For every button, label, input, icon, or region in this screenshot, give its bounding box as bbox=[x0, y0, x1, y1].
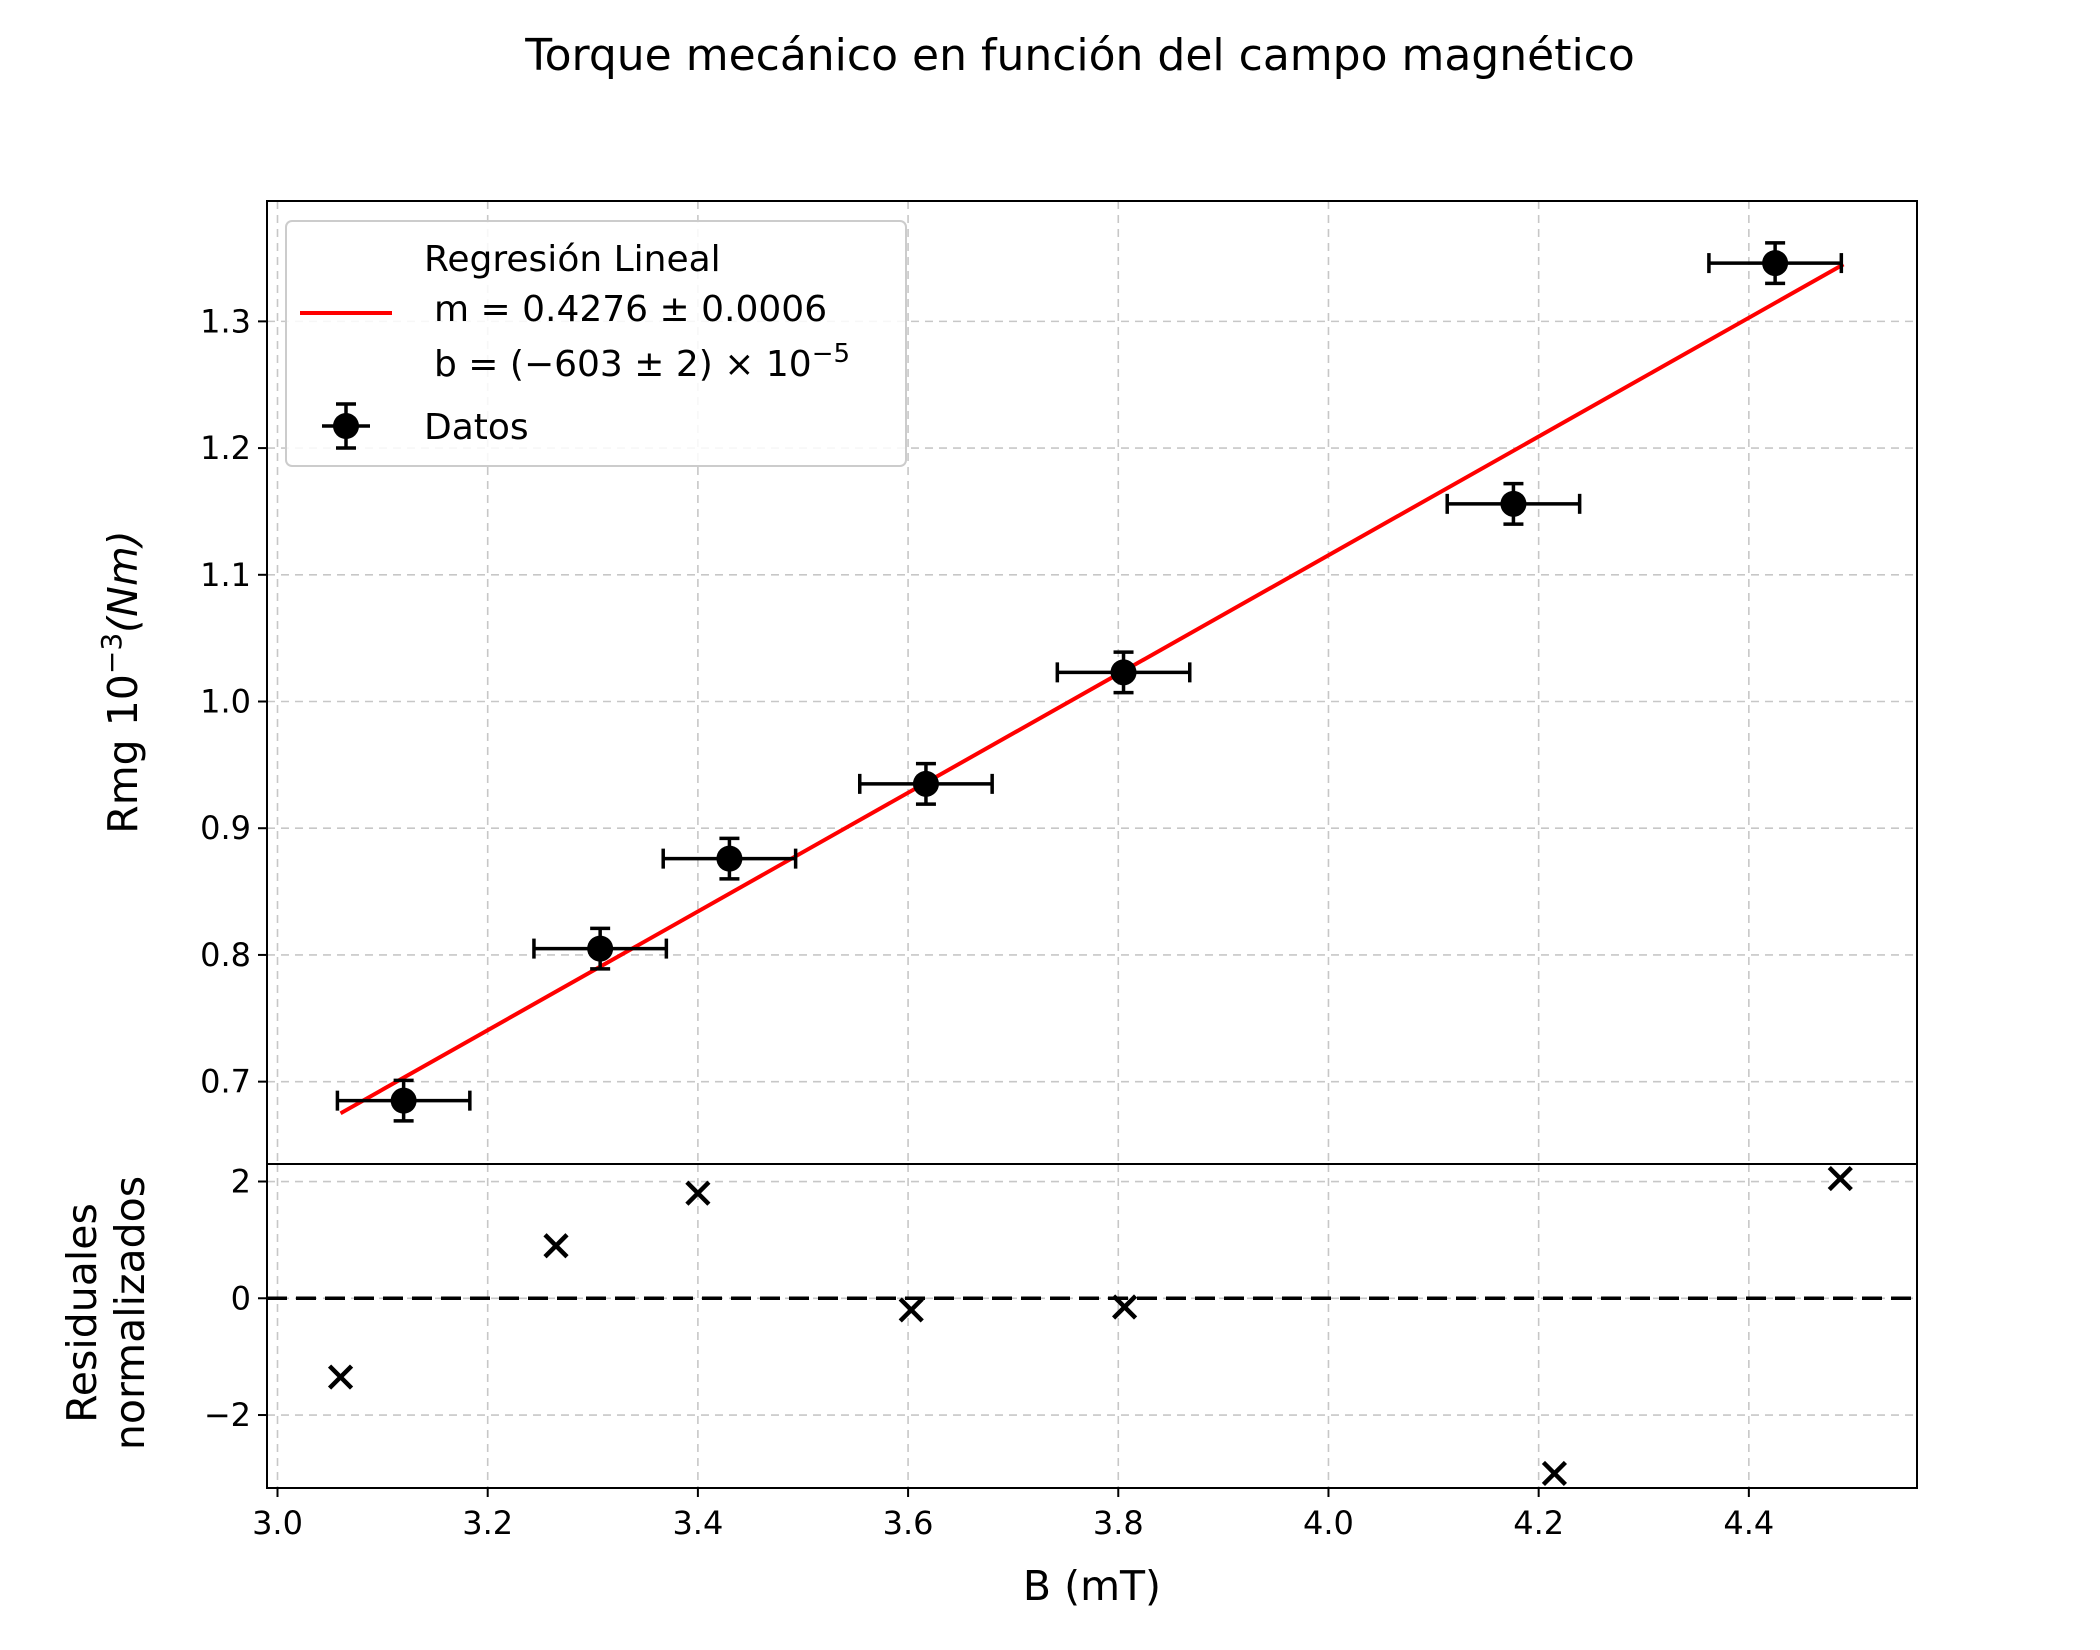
residual-panel-y-ticks: −2 0 2 bbox=[204, 1163, 267, 1434]
main-y-tick-label: 1.1 bbox=[200, 556, 251, 594]
data-point-marker bbox=[390, 1087, 417, 1114]
legend-regression-slope: m = 0.4276 ± 0.0006 bbox=[434, 289, 827, 330]
legend-data-label: Datos bbox=[424, 407, 529, 448]
x-tick-label: 3.4 bbox=[672, 1504, 723, 1542]
residual-points-layer bbox=[327, 1166, 1853, 1486]
main-y-tick-label: 1.3 bbox=[200, 302, 251, 340]
residual-y-tick-label: 0 bbox=[231, 1279, 251, 1317]
x-tick-label: 3.2 bbox=[462, 1504, 513, 1542]
main-y-tick-label: 1.2 bbox=[200, 429, 251, 467]
residual-marker bbox=[1541, 1460, 1568, 1486]
main-y-axis-label-exponent: −3 bbox=[95, 633, 128, 674]
data-point-marker bbox=[587, 935, 614, 962]
residual-panel-grid bbox=[267, 1164, 1917, 1488]
residual-marker bbox=[898, 1297, 924, 1323]
x-tick-label: 4.4 bbox=[1723, 1504, 1774, 1542]
residual-marker bbox=[1827, 1166, 1853, 1192]
residual-marker bbox=[685, 1180, 711, 1206]
data-point bbox=[1055, 650, 1192, 695]
x-tick-label: 4.0 bbox=[1303, 1504, 1354, 1542]
main-y-tick-label: 0.9 bbox=[200, 809, 251, 847]
legend-box bbox=[285, 220, 907, 467]
x-tick-label: 3.0 bbox=[252, 1504, 303, 1542]
residual-marker-stroke-b bbox=[1111, 1294, 1138, 1320]
main-y-axis-label-text: Rmg bbox=[99, 726, 147, 834]
main-y-axis-label-power: 10 bbox=[99, 674, 147, 726]
main-y-axis-label-unit: (Nm) bbox=[99, 530, 147, 633]
legend-regression-intercept: b = (−603 ± 2) × 10−5 bbox=[434, 339, 850, 385]
residual-marker bbox=[327, 1364, 354, 1390]
residual-marker bbox=[1111, 1294, 1138, 1320]
residual-y-axis-label-line-2: normalizados bbox=[106, 1176, 154, 1450]
residual-y-tick-label: −2 bbox=[204, 1396, 251, 1434]
x-tick-label: 4.2 bbox=[1513, 1504, 1564, 1542]
x-tick-label: 3.6 bbox=[883, 1504, 934, 1542]
residual-panel-frame bbox=[266, 1163, 1918, 1489]
residual-marker-stroke-b bbox=[327, 1364, 354, 1390]
x-axis-label: B (mT) bbox=[1023, 1562, 1161, 1610]
legend-intercept-exponent: −5 bbox=[812, 339, 850, 369]
data-point bbox=[857, 761, 994, 806]
data-point-marker bbox=[716, 845, 743, 872]
residual-marker-stroke-b bbox=[1541, 1460, 1568, 1486]
data-point-marker bbox=[1110, 659, 1137, 686]
legend-data-swatch-marker bbox=[333, 413, 359, 439]
residual-marker bbox=[543, 1233, 569, 1259]
data-point bbox=[335, 1078, 472, 1123]
main-y-tick-label: 0.7 bbox=[200, 1063, 251, 1101]
chart-title: Torque mecánico en función del campo mag… bbox=[524, 30, 1635, 81]
residual-y-axis-label-line-1: Residuales bbox=[58, 1203, 106, 1423]
x-tick-label: 3.8 bbox=[1093, 1504, 1144, 1542]
data-point-marker bbox=[1500, 490, 1527, 517]
legend-regression-label: Regresión Lineal bbox=[424, 239, 721, 280]
data-point bbox=[532, 926, 669, 971]
main-y-tick-label: 1.0 bbox=[200, 683, 251, 721]
residual-marker-stroke-b bbox=[685, 1180, 711, 1206]
residual-y-tick-label: 2 bbox=[231, 1163, 251, 1201]
data-points-layer bbox=[335, 241, 1844, 1123]
legend-intercept-text: b = (−603 ± 2) × 10 bbox=[434, 344, 812, 385]
residual-marker-stroke-b bbox=[543, 1233, 569, 1259]
data-point bbox=[1707, 241, 1844, 286]
data-point-marker bbox=[912, 770, 939, 797]
main-y-tick-label: 0.8 bbox=[200, 936, 251, 974]
data-point bbox=[661, 836, 798, 881]
residual-marker-stroke-b bbox=[1827, 1166, 1853, 1192]
legend: Regresión Lineal m = 0.4276 ± 0.0006 b =… bbox=[285, 220, 907, 467]
regression-line-layer bbox=[339, 262, 1845, 1116]
residual-panel-x-ticks: 3.0 3.2 3.4 3.6 3.8 4.0 4.2 4.4 bbox=[252, 1488, 1774, 1542]
residual-marker-stroke-b bbox=[898, 1297, 924, 1323]
main-panel-y-ticks: 0.7 0.8 0.9 1.0 1.1 1.2 1.3 bbox=[200, 302, 267, 1101]
main-y-axis-label: Rmg 10−3(Nm) bbox=[95, 530, 147, 834]
regression-line bbox=[339, 262, 1845, 1116]
data-point-marker bbox=[1762, 250, 1789, 277]
data-point bbox=[1445, 481, 1582, 526]
legend-data-swatch bbox=[322, 402, 370, 450]
